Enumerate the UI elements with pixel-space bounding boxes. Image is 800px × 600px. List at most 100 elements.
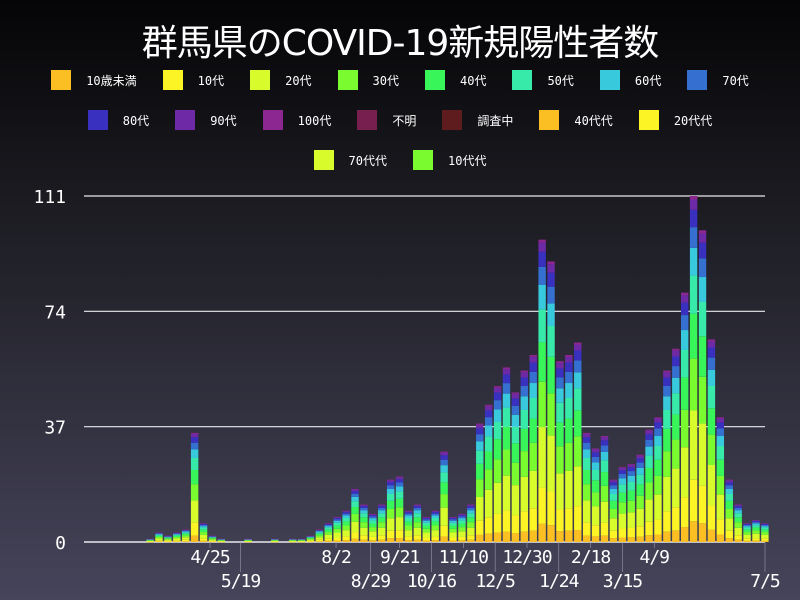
bar-segment (574, 342, 582, 345)
bar-segment (190, 469, 199, 485)
bar-segment (663, 451, 671, 477)
legend-label: 20代 (285, 73, 312, 88)
bar-segment (378, 513, 386, 518)
bar-segment (761, 524, 769, 525)
bar-segment (306, 539, 315, 541)
bar-segment (342, 515, 350, 518)
bar-segment (654, 417, 662, 419)
bar-segment (173, 540, 181, 542)
bar-segment (333, 532, 341, 538)
bar-segment (360, 527, 368, 536)
bar-segment (360, 535, 368, 540)
bar-segment (556, 361, 564, 364)
legend-item: 10代 (162, 70, 224, 90)
bar-segment (333, 517, 341, 519)
bar-segment (271, 541, 279, 543)
bar-segment (618, 502, 627, 514)
legend-label: 70代 (722, 73, 749, 88)
bar-segment (618, 537, 627, 542)
bar-segment (342, 511, 350, 513)
bar-segment (707, 339, 716, 342)
bar-segment (449, 519, 457, 521)
legend-item: 20代代 (638, 110, 712, 130)
bar-segment (734, 522, 742, 528)
bar-segment (440, 451, 448, 453)
bar-segment (582, 433, 591, 438)
bar-segment (342, 530, 350, 537)
bar-segment (529, 383, 537, 398)
bar-segment (476, 434, 484, 442)
bar-segment (627, 500, 635, 513)
bar-segment (493, 459, 502, 483)
bar-segment (707, 347, 716, 358)
bar-segment (725, 500, 733, 509)
bar-segment (297, 541, 306, 542)
bar-segment (493, 513, 502, 533)
bar-segment (404, 511, 413, 513)
bar-segment (680, 295, 689, 303)
bar-segment (636, 526, 644, 537)
bar-segment (734, 510, 742, 514)
bar-segment (752, 525, 760, 528)
bar-segment (538, 342, 546, 382)
bar-segment (627, 464, 635, 468)
bar-segment (386, 489, 395, 494)
bar-segment (734, 504, 742, 506)
bar-segment (155, 540, 163, 542)
bar-segment (752, 520, 760, 522)
bar-segment (761, 529, 769, 533)
legend-swatch (357, 110, 378, 130)
bar-segment (333, 518, 341, 520)
bar-segment (378, 504, 386, 506)
bar-segment (199, 532, 208, 535)
bar-segment (431, 515, 439, 518)
bar-segment (413, 504, 422, 506)
bar-segment (618, 478, 627, 485)
bar-segment (324, 540, 332, 542)
bar-segment (351, 489, 359, 490)
bar-segment (288, 541, 297, 543)
bar-segment (378, 507, 386, 511)
bar-segment (689, 227, 698, 248)
bar-segment (182, 539, 190, 542)
bar-segment (574, 344, 582, 351)
bar-segment (734, 535, 742, 540)
bar-segment (716, 417, 725, 419)
bar-segment (449, 520, 457, 523)
bar-segment (244, 541, 252, 543)
legend-label: 70代代 (348, 153, 387, 168)
bar-segment (663, 372, 671, 378)
x-tick-label: 9/21 (380, 547, 420, 568)
bar-segment (333, 540, 341, 542)
bar-segment (618, 492, 627, 503)
bar-segment (582, 449, 591, 458)
bar-segment (440, 536, 448, 542)
bar-segment (493, 387, 502, 393)
bar-segment (663, 377, 671, 386)
bar-segment (734, 517, 742, 523)
bar-segment (458, 514, 466, 516)
bar-segment (502, 531, 511, 542)
bar-segment (484, 533, 493, 542)
bar-segment (761, 534, 769, 539)
bar-segment (217, 539, 226, 541)
bar-segment (582, 457, 591, 470)
bar-segment (431, 510, 439, 512)
legend-label: 100代 (297, 113, 332, 128)
bar-segment (645, 482, 653, 500)
bar-segment (360, 504, 368, 506)
bar-segment (431, 530, 439, 537)
bar-segment (422, 518, 431, 520)
bar-segment (627, 512, 635, 528)
bar-segment (351, 513, 359, 522)
bar-segment (386, 530, 395, 539)
bar-segment (467, 539, 475, 542)
bar-segment (707, 529, 716, 542)
legend-item: 90代 (175, 110, 237, 130)
bar-segment (449, 517, 457, 518)
bar-segment (636, 458, 644, 463)
bar-segment (315, 530, 324, 532)
bar-segment (654, 475, 662, 495)
bar-segment (609, 493, 618, 501)
legend-item: 10代代 (413, 150, 486, 170)
